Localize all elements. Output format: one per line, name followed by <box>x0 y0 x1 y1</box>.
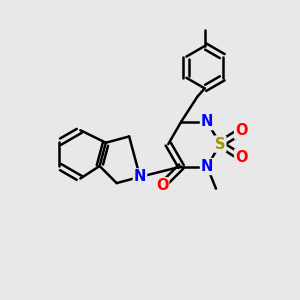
Text: N: N <box>201 114 213 129</box>
Text: O: O <box>235 150 247 165</box>
Text: S: S <box>215 136 225 152</box>
Text: O: O <box>235 123 247 138</box>
Text: N: N <box>201 159 213 174</box>
Text: N: N <box>134 169 146 184</box>
Text: O: O <box>156 178 168 193</box>
